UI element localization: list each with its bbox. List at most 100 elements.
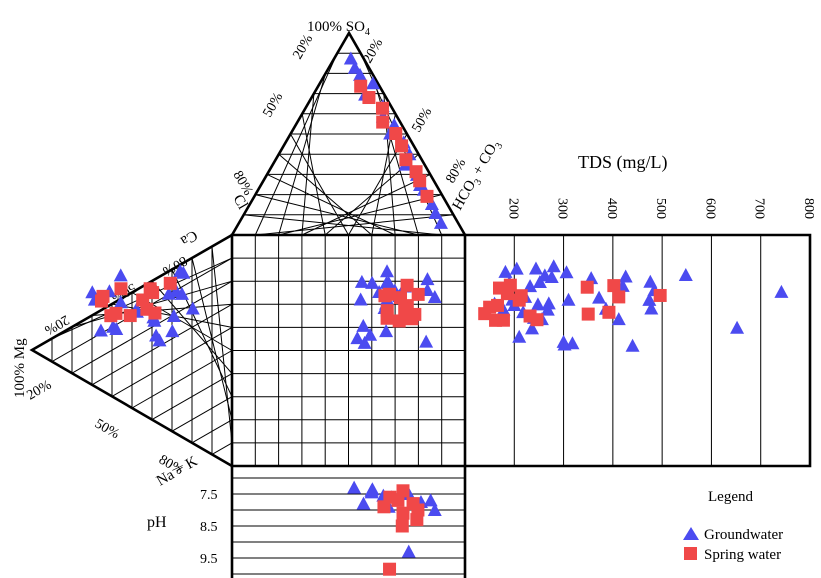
tds-groundwater-point: [544, 269, 559, 283]
ph-spring-point: [410, 513, 424, 527]
tds-spring-point: [653, 288, 667, 302]
ph-grid: [232, 477, 465, 575]
cation-spring-point: [123, 309, 137, 323]
tds-spring-point: [612, 290, 626, 304]
tds-groundwater-point: [509, 261, 524, 275]
cation-groundwater-point: [109, 321, 124, 335]
tds-groundwater-point: [625, 338, 640, 352]
legend-spring-label: Spring water: [704, 547, 781, 563]
cation-groundwater-point: [165, 324, 180, 338]
ph-label: pH: [147, 514, 167, 531]
cation-spring-point: [163, 276, 177, 290]
square-groundwater-point: [353, 292, 368, 306]
cation-groundwater-point: [185, 301, 200, 315]
sample-markers: [85, 51, 789, 576]
anion-spring-point: [413, 174, 427, 188]
square-spring-point: [400, 278, 414, 292]
ph-groundwater-point: [401, 544, 416, 558]
tds-tick-label: 200: [505, 198, 520, 219]
tds-spring-point: [514, 289, 528, 303]
tds-groundwater-point: [642, 292, 657, 306]
tds-groundwater-point: [525, 321, 540, 335]
cation-groundwater-point: [93, 323, 108, 337]
ph-spring-point: [396, 506, 410, 520]
tds-groundwater-point: [530, 297, 545, 311]
cation-groundwater-point: [149, 328, 164, 342]
square-groundwater-point: [427, 289, 442, 303]
square-spring-point: [398, 302, 412, 316]
anion-groundwater-point: [366, 76, 381, 90]
tds-spring-point: [496, 313, 510, 327]
tds-spring-point: [580, 280, 594, 294]
tds-groundwater-point: [532, 274, 547, 288]
tds-groundwater-point: [730, 320, 745, 334]
cation-grid-line: [171, 396, 233, 432]
mg-20-tick: 20%: [25, 377, 55, 403]
tds-groundwater-point: [512, 329, 527, 343]
ca-label: Ca: [177, 227, 200, 249]
tds-tick-label: 300: [555, 198, 570, 219]
cation-triangle-grid: [51, 246, 233, 455]
ph-groundwater-point: [423, 493, 438, 507]
square-groundwater-point: [381, 275, 396, 289]
ph-tick-labels: 7.5 8.5 9.5: [200, 488, 218, 567]
tds-groundwater-point: [559, 265, 574, 279]
anion-groundwater-point: [343, 51, 358, 65]
tds-groundwater-point: [774, 284, 789, 298]
legend-title: Legend: [708, 489, 753, 505]
anion-grid-line: [290, 133, 349, 236]
anion-spring-point: [375, 101, 389, 115]
tds-spring-point: [581, 307, 595, 321]
cation-spring-point: [109, 306, 123, 320]
ph-frame: [230, 466, 467, 578]
square-groundwater-point: [419, 334, 434, 348]
cation-spring-point: [96, 289, 110, 303]
cation-spring-point: [114, 282, 128, 296]
cl-label: Cl: [230, 192, 251, 212]
anion-groundwater-point: [347, 60, 362, 74]
so4-left-50-tick: 50%: [260, 90, 286, 120]
ph-groundwater-point: [427, 503, 442, 516]
anion-spring-point: [376, 115, 390, 129]
tds-spring-point: [503, 278, 517, 292]
anion-spring-point: [395, 139, 409, 153]
anion-triangle-grid: [243, 52, 454, 236]
so4-apex-label: 100% SO4: [307, 19, 370, 38]
cation-grid-line: [211, 442, 233, 455]
tds-spring-point: [607, 279, 621, 293]
anion-spring-point: [362, 91, 376, 105]
cation-grid-line: [131, 350, 233, 409]
tds-groundwater-point: [541, 296, 556, 310]
tds-groundwater-point: [618, 269, 633, 283]
ph-tick-label: 8.5: [200, 520, 218, 535]
so4-right-20-tick: 20%: [360, 36, 386, 66]
tds-title: TDS (mg/L): [578, 152, 668, 173]
cation-groundwater-point: [166, 308, 181, 322]
tds-tick-label: 500: [653, 198, 668, 219]
tds-spring-point: [602, 305, 616, 319]
mg-50-tick: 50%: [92, 416, 122, 442]
anion-grid-line: [371, 73, 419, 236]
ph-tick-label: 7.5: [200, 488, 218, 503]
legend: Legend Groundwater Spring water: [683, 489, 783, 563]
anion-spring-point: [420, 189, 434, 203]
ph-groundwater-point: [364, 485, 379, 499]
cation-groundwater-point: [113, 295, 128, 309]
tds-groundwater-point: [592, 290, 607, 304]
anion-spring-point: [399, 153, 413, 167]
tds-tick-label: 700: [752, 198, 767, 219]
tds-groundwater-point: [498, 264, 513, 278]
so4-left-20-tick: 20%: [290, 32, 316, 62]
cation-grid-line: [191, 419, 233, 444]
cation-groundwater-point: [161, 286, 176, 300]
legend-groundwater-label: Groundwater: [704, 527, 783, 543]
ph-groundwater-point: [356, 496, 371, 510]
tds-frame: [465, 233, 812, 468]
anion-groundwater-point: [353, 67, 368, 81]
anion-grid-line: [255, 194, 419, 236]
square-groundwater-point: [357, 335, 372, 349]
square-spring-point: [392, 314, 406, 328]
ph-spring-point: [391, 493, 405, 507]
ph-groundwater-point: [347, 480, 362, 494]
